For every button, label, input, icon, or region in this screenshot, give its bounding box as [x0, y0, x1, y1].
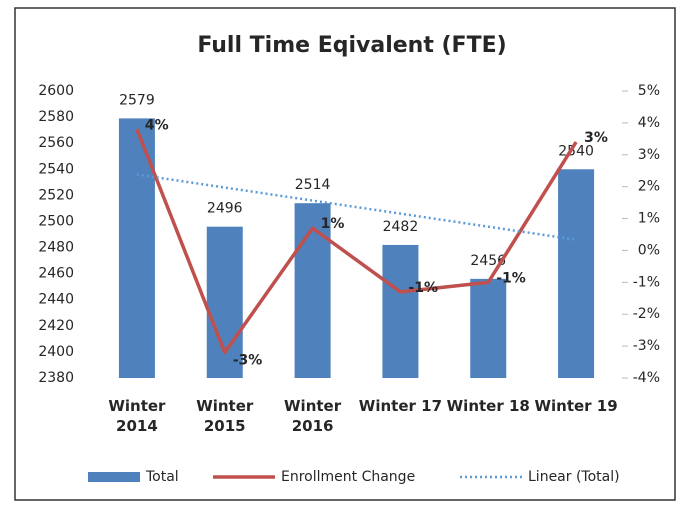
- legend-swatch: [88, 472, 140, 482]
- y2-tick-label: 4%: [638, 115, 660, 131]
- legend-label: Enrollment Change: [281, 469, 415, 485]
- y-tick-label: 2400: [38, 344, 74, 360]
- legend-label: Total: [145, 469, 179, 485]
- data-label: -3%: [233, 352, 263, 368]
- data-label: -1%: [408, 280, 438, 296]
- data-label: 3%: [584, 130, 608, 146]
- y-tick-label: 2520: [38, 187, 74, 203]
- x-tick-label: Winter 19: [534, 397, 618, 415]
- bar: [294, 203, 331, 378]
- x-tick-label: Winter 18: [446, 397, 530, 415]
- trend-line: [136, 173, 577, 241]
- data-label: 2482: [383, 219, 419, 235]
- y2-tick-label: -3%: [633, 338, 660, 354]
- y-tick-label: 2600: [38, 83, 74, 99]
- y-tick-label: 2540: [38, 161, 74, 177]
- y-tick-label: 2560: [38, 135, 74, 151]
- y2-tick-label: -1%: [633, 274, 660, 290]
- y-tick-label: 2380: [38, 370, 74, 386]
- y2-tick-label: 5%: [638, 83, 660, 99]
- y2-tick-label: -4%: [633, 370, 660, 386]
- y2-tick-label: 3%: [638, 147, 660, 163]
- x-tick-label: Winter 2016: [284, 397, 342, 435]
- y-tick-label: 2460: [38, 266, 74, 282]
- y-tick-label: 2500: [38, 213, 74, 229]
- y-tick-label: 2440: [38, 292, 74, 308]
- chart-title: Full Time Eqivalent (FTE): [197, 33, 506, 58]
- bar: [382, 244, 419, 378]
- y-tick-label: 2580: [38, 109, 74, 125]
- y2-tick-label: 0%: [638, 242, 660, 258]
- line: [135, 128, 578, 355]
- y2-tick-label: -2%: [633, 306, 660, 322]
- y-tick-label: 2480: [38, 240, 74, 256]
- x-tick-label: Winter 17: [358, 397, 442, 415]
- data-label: 2579: [119, 92, 155, 108]
- data-label: 2514: [295, 177, 331, 193]
- data-label: 1%: [321, 216, 345, 232]
- data-label: -1%: [496, 270, 526, 286]
- legend-label: Linear (Total): [528, 469, 620, 485]
- y2-tick-label: 1%: [638, 211, 660, 227]
- data-label: 2496: [207, 201, 243, 217]
- x-tick-label: Winter 2015: [196, 397, 254, 435]
- y2-tick-label: 2%: [638, 179, 660, 195]
- bar: [470, 278, 507, 378]
- data-label: 4%: [145, 117, 169, 133]
- y-tick-label: 2420: [38, 318, 74, 334]
- x-tick-label: Winter 2014: [108, 397, 166, 435]
- bar: [558, 169, 595, 378]
